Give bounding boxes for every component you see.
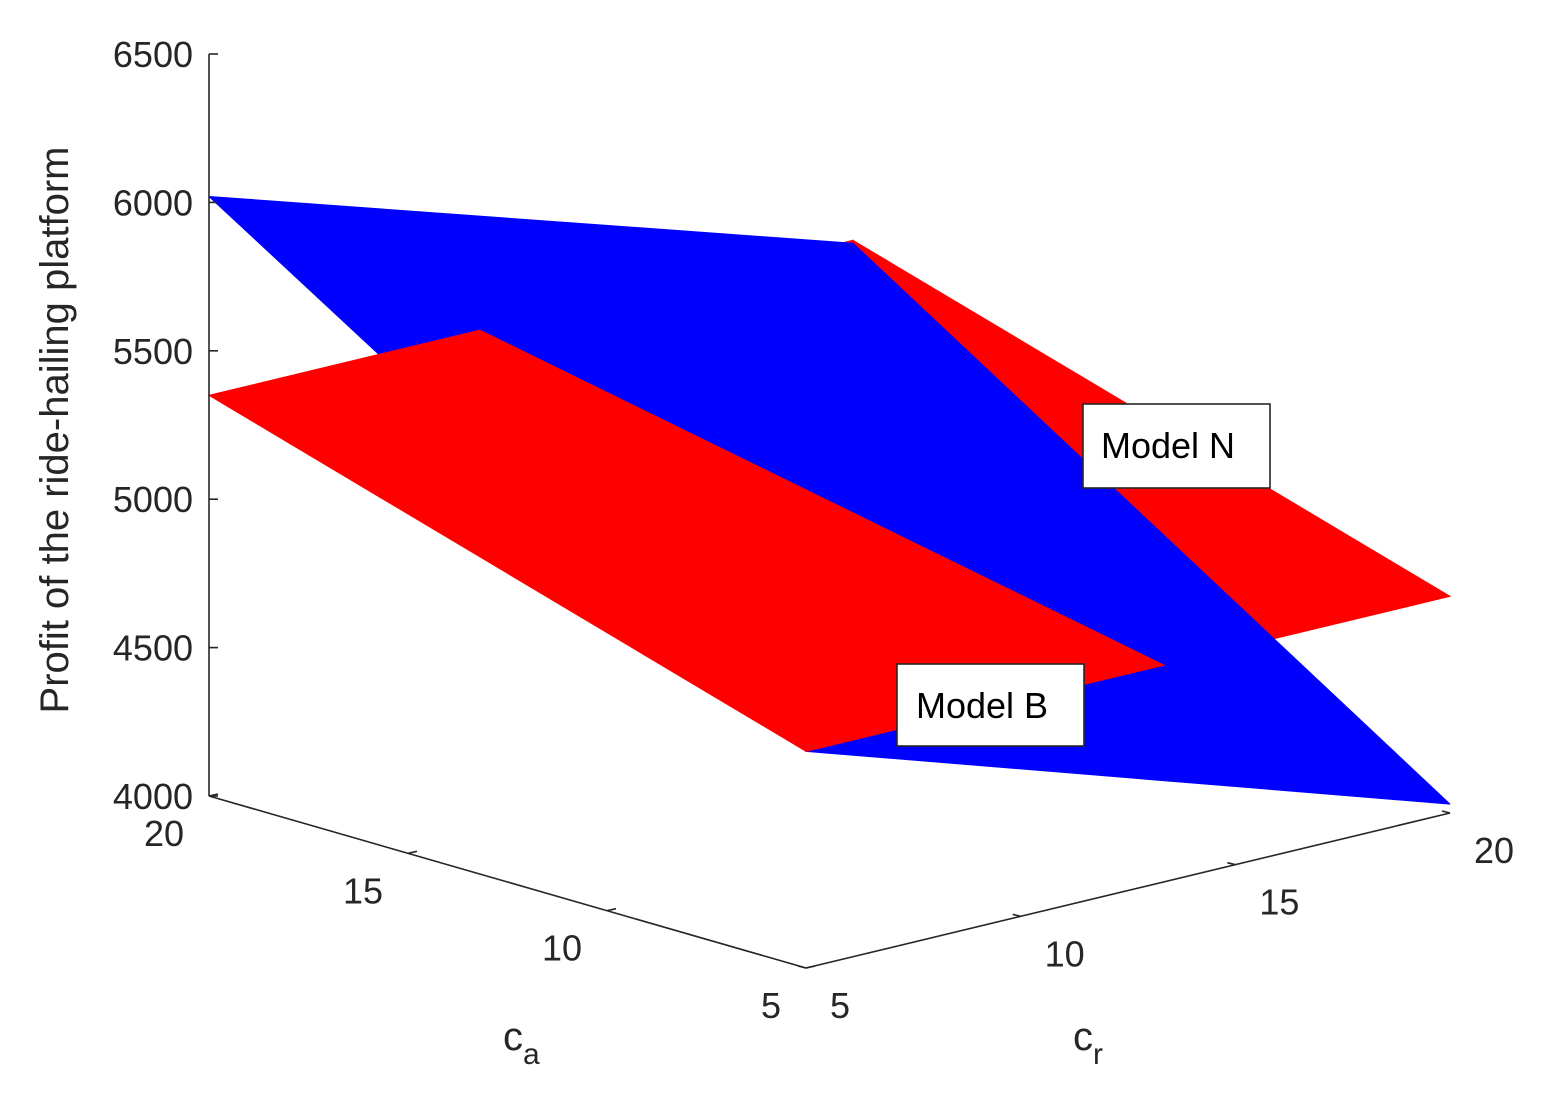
ca-tick-mark <box>208 793 219 797</box>
annotation-model-b-text: Model B <box>916 685 1048 726</box>
y-axis-label: ca <box>503 1015 540 1071</box>
z-tick-label: 5000 <box>113 479 193 520</box>
cr-tick-label: 5 <box>830 985 850 1026</box>
cr-tick-label: 15 <box>1259 882 1299 923</box>
annotation-model-n-text: Model N <box>1101 425 1235 466</box>
y-axis-line <box>208 795 807 969</box>
surfaces <box>207 195 1452 805</box>
annotation-model-b-box <box>896 663 1085 747</box>
z-tick-label: 4500 <box>113 628 193 669</box>
z-tick-label: 6000 <box>113 182 193 223</box>
x-axis-label: cr <box>1073 1015 1103 1071</box>
ticks: 4000 4500 5000 5500 6000 6500 5 10 15 20 5 10 15 20 <box>113 34 1514 1026</box>
ca-tick-mark <box>805 965 816 969</box>
x-axis-line <box>805 812 1451 969</box>
cr-tick-label: 10 <box>1045 933 1085 974</box>
axes <box>208 54 1451 969</box>
z-axis-label: Profit of the ride-hailing platform <box>33 147 77 714</box>
annotation-model-n: Model N <box>1082 403 1271 489</box>
annotation-model-b: Model B <box>896 663 1085 747</box>
cr-tick-mark <box>1012 913 1021 918</box>
cr-tick-label: 20 <box>1474 830 1514 871</box>
ca-tick-mark <box>606 907 617 912</box>
cr-tick-mark <box>797 965 807 969</box>
z-tick-label: 5500 <box>113 331 193 372</box>
model-b-surface-upper-triangle <box>208 195 1451 805</box>
cr-tick-mark <box>1227 861 1236 866</box>
ca-tick-label: 20 <box>144 813 184 854</box>
ca-tick-mark <box>407 850 418 855</box>
ca-tick-label: 10 <box>542 928 582 969</box>
ca-tick-label: 15 <box>343 870 383 911</box>
z-tick-label: 4000 <box>113 776 193 817</box>
z-tick-label: 6500 <box>113 34 193 75</box>
cr-tick-mark <box>1441 810 1451 814</box>
annotation-model-n-box <box>1082 403 1271 489</box>
ca-tick-label: 5 <box>761 985 781 1026</box>
